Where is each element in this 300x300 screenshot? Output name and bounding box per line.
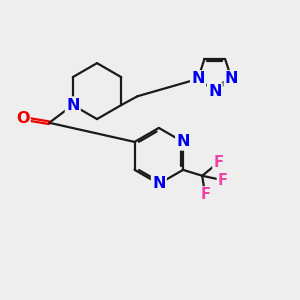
Text: N: N [191, 71, 205, 86]
Text: F: F [218, 173, 228, 188]
Text: N: N [208, 84, 221, 99]
Text: F: F [200, 188, 210, 202]
Text: N: N [66, 98, 80, 112]
Text: N: N [225, 71, 238, 86]
Text: O: O [16, 111, 29, 126]
Text: F: F [213, 155, 224, 170]
Text: N: N [152, 176, 166, 191]
Text: N: N [176, 134, 190, 149]
